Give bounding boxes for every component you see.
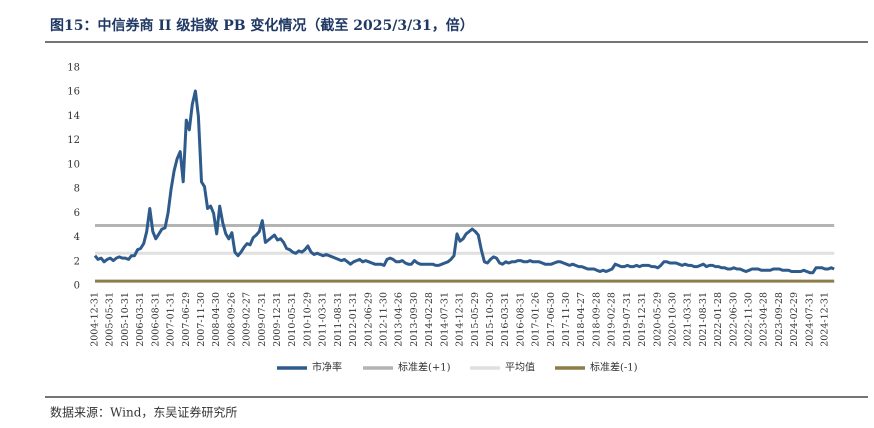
x-tick-label: 2014-02-28 [424, 292, 435, 347]
x-tick-label: 2010-05-31 [287, 292, 298, 347]
source: 数据来源：Wind，东吴证券研究所 [50, 405, 237, 420]
x-tick-label: 2024-02-29 [789, 292, 800, 347]
x-tick-label: 2005-05-31 [105, 292, 116, 347]
x-tick-label: 2023-04-28 [759, 292, 770, 347]
x-tick-label: 2009-02-27 [242, 292, 253, 347]
x-tick-label: 2021-08-31 [698, 292, 709, 347]
x-tick-label: 2009-12-31 [272, 292, 283, 347]
y-tick-label: 2 [74, 256, 80, 267]
x-tick-label: 2022-01-28 [713, 292, 724, 347]
x-tick-label: 2008-04-30 [211, 292, 222, 347]
y-tick-label: 10 [67, 159, 80, 170]
y-tick-label: 0 [74, 281, 80, 292]
x-tick-label: 2019-07-31 [622, 292, 633, 347]
x-tick-label: 2019-12-31 [637, 292, 648, 347]
x-tick-label: 2013-09-30 [409, 292, 420, 347]
x-tick-label: 2018-04-27 [576, 292, 587, 347]
x-tick-label: 2024-07-31 [804, 292, 815, 347]
x-tick-label: 2012-06-29 [363, 292, 374, 347]
y-tick-label: 14 [67, 111, 80, 122]
y-tick-label: 16 [67, 87, 80, 98]
x-tick-label: 2020-05-29 [652, 292, 663, 347]
legend-label: 标准差(+1) [398, 361, 451, 374]
x-tick-label: 2006-03-31 [135, 292, 146, 347]
y-tick-label: 4 [74, 232, 80, 243]
x-tick-label: 2007-01-31 [166, 292, 177, 347]
x-tick-label: 2013-04-26 [394, 292, 405, 347]
x-tick-label: 2011-08-31 [333, 292, 344, 347]
x-tick-label: 2022-11-30 [744, 292, 755, 347]
x-tick-label: 2017-06-30 [546, 292, 557, 347]
x-tick-label: 2010-10-29 [302, 292, 313, 347]
legend-label: 标准差(-1) [590, 361, 638, 374]
x-tick-label: 2006-08-31 [150, 292, 161, 347]
x-tick-label: 2021-03-31 [683, 292, 694, 347]
y-tick-label: 18 [67, 63, 80, 74]
x-tick-label: 2008-09-26 [226, 292, 237, 347]
x-tick-label: 2009-07-31 [257, 292, 268, 347]
x-tick-label: 2004-12-31 [90, 292, 101, 347]
x-tick-label: 2019-02-28 [607, 292, 618, 347]
x-tick-label: 2015-05-29 [470, 292, 481, 347]
y-tick-label: 6 [74, 208, 80, 219]
x-tick-label: 2011-03-31 [318, 292, 329, 347]
y-tick-label: 12 [67, 135, 80, 146]
x-tick-label: 2012-11-30 [378, 292, 389, 347]
x-tick-label: 2017-11-30 [561, 292, 572, 347]
x-tick-label: 2007-06-29 [181, 292, 192, 347]
x-tick-label: 2016-03-31 [500, 292, 511, 347]
x-tick-label: 2024-12-31 [820, 292, 831, 347]
x-tick-label: 2015-10-30 [485, 292, 496, 347]
pb-line [93, 89, 835, 275]
y-tick-label: 8 [74, 184, 80, 195]
x-tick-label: 2005-10-31 [120, 292, 131, 347]
x-tick-label: 2012-01-31 [348, 292, 359, 347]
x-tick-label: 2014-07-31 [439, 292, 450, 347]
legend-label: 市净率 [312, 361, 342, 374]
x-tick-label: 2007-11-30 [196, 292, 207, 347]
x-tick-label: 2014-12-31 [455, 292, 466, 347]
x-tick-label: 2022-06-30 [728, 292, 739, 347]
x-tick-label: 2017-01-26 [531, 292, 542, 347]
x-tick-label: 2018-09-28 [591, 292, 602, 347]
x-tick-label: 2016-08-31 [515, 292, 526, 347]
x-tick-label: 2020-10-30 [667, 292, 678, 347]
x-tick-label: 2023-09-28 [774, 292, 785, 347]
chart-title: 图15：中信券商 II 级指数 PB 变化情况（截至 2025/3/31，倍） [50, 17, 474, 34]
legend-label: 平均值 [505, 361, 535, 374]
